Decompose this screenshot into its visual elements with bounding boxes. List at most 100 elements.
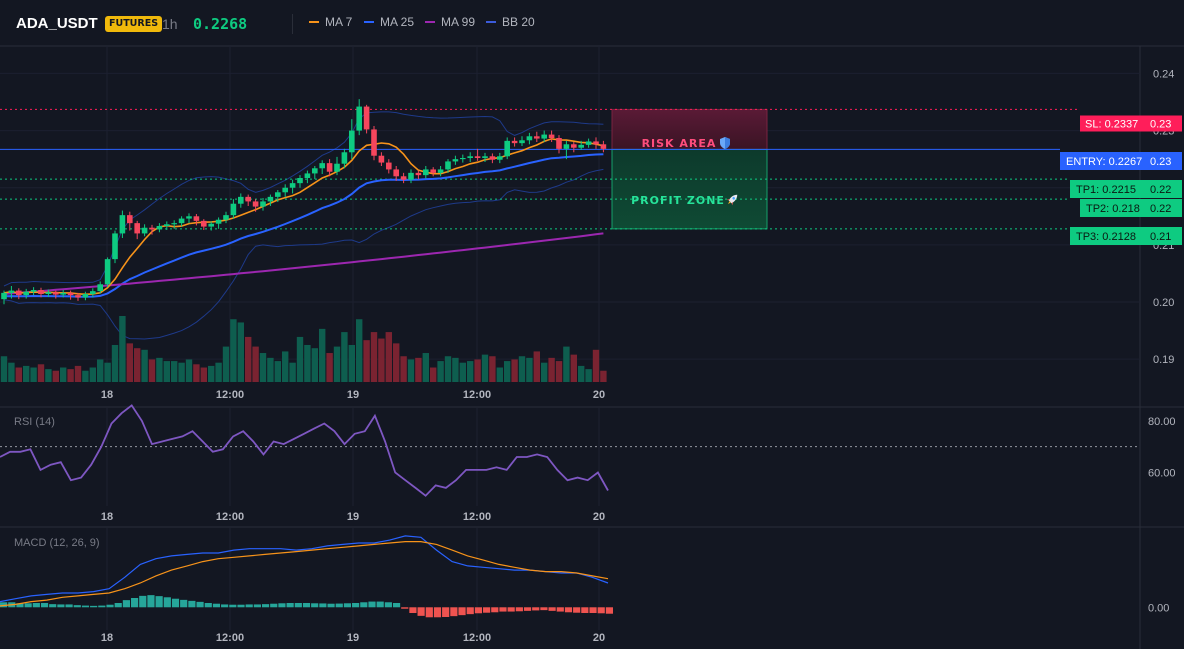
macd-histogram-bar (221, 604, 229, 608)
macd-histogram-bar (384, 602, 392, 608)
legend-ma25[interactable]: MA 25 (364, 15, 414, 29)
candle-body (571, 144, 577, 148)
macd-histogram-bar (442, 607, 450, 617)
macd-histogram-bar (302, 603, 311, 608)
candle-body (267, 196, 274, 202)
signal-line (0, 541, 609, 607)
volume-bar (289, 362, 296, 382)
volume-bar (126, 343, 133, 382)
macd-histogram-bar (32, 603, 40, 608)
candle-body (104, 259, 111, 285)
candle-body (430, 169, 436, 173)
entry-tag[interactable]: ENTRY: 0.2267 0.23 (1060, 152, 1182, 170)
grid-lines (0, 46, 1140, 630)
candle-body (282, 187, 288, 193)
ma25-swatch (364, 21, 374, 23)
candles (1, 99, 607, 305)
tp2-axis-value: 0.22 (1150, 203, 1171, 215)
volume-bar (311, 348, 318, 382)
candle-body (415, 172, 422, 176)
legend-bb20-label: BB 20 (502, 15, 535, 29)
profit-zone-label: PROFIT ZONE (631, 194, 725, 207)
rsi-pane (0, 404, 1140, 497)
candle-body (304, 173, 311, 178)
candle-body (230, 203, 237, 216)
candle-body (149, 227, 155, 230)
volume-bar (296, 336, 304, 382)
legend-bb20[interactable]: BB 20 (486, 15, 535, 29)
macd-histogram-bar (16, 603, 24, 608)
volume-bar (274, 361, 281, 382)
rsi-line (0, 404, 609, 497)
candle-body (45, 292, 52, 294)
macd-histogram-bar (343, 603, 352, 608)
candle-body (445, 161, 451, 170)
volume-bar (452, 357, 459, 382)
volume-bar (415, 357, 422, 382)
volume-bar (193, 364, 200, 382)
volume-bar (555, 361, 563, 382)
volume-bar (363, 340, 370, 382)
macd-histogram-bar (474, 607, 483, 614)
interval-selector[interactable]: 1h (162, 16, 178, 32)
candle-body (82, 294, 89, 298)
time-tick-label: 19 (347, 511, 359, 523)
candle-body (186, 216, 192, 219)
candle-body (519, 140, 525, 144)
time-tick-label: 18 (101, 389, 113, 401)
macd-histogram-bar (573, 607, 581, 613)
candle-body (393, 169, 399, 177)
macd-histogram-bar (114, 603, 122, 608)
macd-histogram-bar (376, 601, 384, 608)
macd-histogram-bar (171, 598, 180, 608)
profit-zone-box (611, 148, 768, 230)
candle-body (497, 156, 503, 160)
tp1-tag[interactable]: TP1: 0.2215 0.22 (1070, 180, 1182, 198)
candle-body (556, 138, 562, 149)
candle-body (297, 178, 303, 184)
macd-histogram-bar (523, 607, 532, 611)
volume-bar (111, 344, 119, 382)
legend-ma7-label: MA 7 (325, 15, 353, 29)
volume-bar (259, 353, 267, 382)
macd-histogram-bar (409, 607, 417, 613)
candle-body (371, 129, 377, 156)
volume-bar (230, 319, 237, 382)
candle-body (16, 290, 22, 296)
tp3-tag[interactable]: TP3: 0.2128 0.21 (1070, 227, 1182, 245)
macd-histogram-bar (81, 605, 90, 608)
price-tick-label: 0.20 (1153, 297, 1174, 309)
volume-bar (163, 361, 170, 382)
candle-body (356, 106, 362, 131)
candle-body (156, 226, 163, 230)
price-tick-label: 0.19 (1153, 354, 1174, 366)
tp2-tag[interactable]: TP2: 0.218 0.22 (1080, 199, 1182, 217)
candle-body (275, 192, 281, 197)
macd-histogram-bar (49, 604, 57, 608)
volume-bar (148, 359, 156, 382)
macd-tick-label: 0.00 (1148, 602, 1169, 614)
legend-ma7[interactable]: MA 7 (309, 15, 352, 29)
tp1-axis-value: 0.22 (1150, 184, 1171, 196)
volume-bar (459, 362, 466, 382)
macd-histogram-bar (556, 607, 564, 612)
sl-tag[interactable]: SL: 0.2337 0.23 (1080, 115, 1182, 132)
symbol-name[interactable]: ADA_USDT (16, 15, 98, 32)
volume-bar (252, 346, 259, 382)
volume-bar (444, 356, 452, 382)
tp3-label: TP3: 0.2128 (1076, 231, 1136, 243)
candle-body (489, 156, 496, 160)
macd-histogram-bar (499, 607, 507, 612)
candle-body (178, 218, 185, 224)
legend-ma99[interactable]: MA 99 (425, 15, 475, 29)
macd-histogram-bar (147, 595, 155, 608)
candle-body (386, 162, 392, 170)
volume-bar (585, 369, 592, 382)
macd-histogram-bar (581, 607, 589, 613)
volume-bar (30, 367, 37, 382)
time-tick-label: 19 (347, 632, 359, 644)
candle-body (23, 291, 29, 296)
macd-histogram-bar (163, 597, 171, 608)
macd-histogram-bar (98, 605, 106, 608)
